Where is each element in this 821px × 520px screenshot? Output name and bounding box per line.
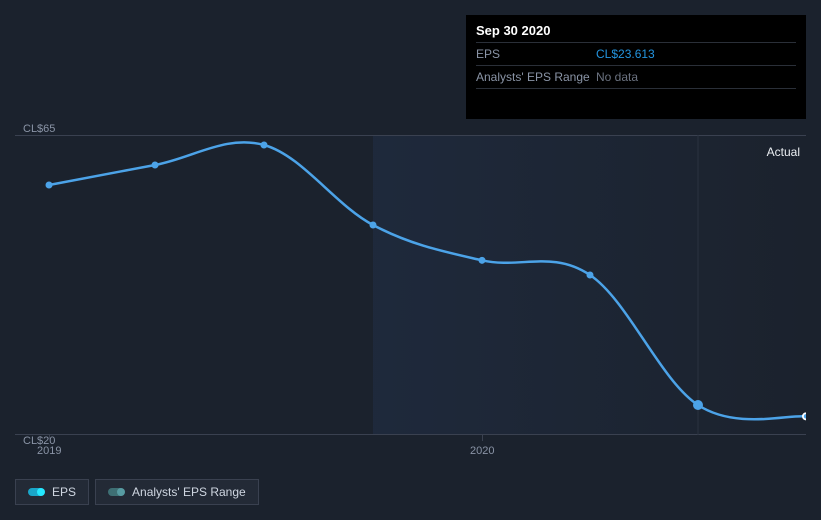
chart-legend: EPS Analysts' EPS Range — [15, 479, 259, 505]
x-axis-tick-label: 2020 — [470, 445, 494, 457]
legend-swatch-icon — [108, 488, 124, 496]
hover-tooltip: Sep 30 2020 EPS CL$23.613 Analysts' EPS … — [466, 15, 806, 119]
tooltip-table: EPS CL$23.613 Analysts' EPS Range No dat… — [476, 43, 796, 89]
tooltip-row-value: CL$23.613 — [596, 43, 796, 66]
tooltip-row-value: No data — [596, 66, 796, 89]
x-axis: 2019 2020 — [15, 445, 806, 465]
legend-item-analysts-eps-range[interactable]: Analysts' EPS Range — [95, 479, 259, 505]
legend-item-eps[interactable]: EPS — [15, 479, 89, 505]
legend-item-label: Analysts' EPS Range — [132, 485, 246, 499]
tooltip-row: EPS CL$23.613 — [476, 43, 796, 66]
legend-item-label: EPS — [52, 485, 76, 499]
x-axis-tick: 2020 — [470, 445, 494, 457]
tooltip-row: Analysts' EPS Range No data — [476, 66, 796, 89]
actual-region-label: Actual — [767, 145, 800, 159]
legend-swatch-icon — [28, 488, 44, 496]
x-axis-tick-label: 2019 — [37, 445, 61, 457]
chart-svg — [15, 135, 806, 435]
chart-container: Sep 30 2020 EPS CL$23.613 Analysts' EPS … — [0, 0, 821, 520]
y-axis-label-top: CL$65 — [23, 123, 55, 135]
chart-plot-area[interactable]: CL$65 Actual CL$20 — [15, 135, 806, 435]
x-axis-tick: 2019 — [37, 445, 61, 457]
tooltip-row-label: Analysts' EPS Range — [476, 66, 596, 89]
tooltip-row-label: EPS — [476, 43, 596, 66]
tooltip-date: Sep 30 2020 — [476, 23, 796, 43]
